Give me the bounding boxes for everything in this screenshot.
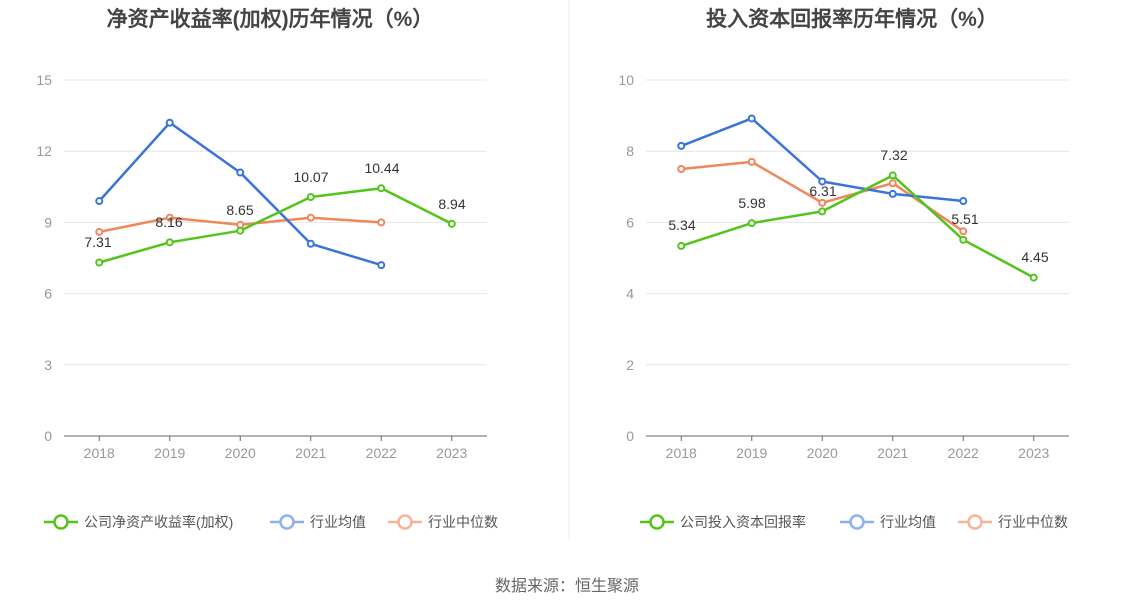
data-point-industry_avg [888,189,897,198]
y-tick-label: 2 [626,357,634,373]
legend-label-industry_median: 行业中位数 [428,514,498,530]
roic-chart-title: 投入资本回报率历年情况（%） [706,7,998,31]
data-point-company [959,235,968,244]
roe-chart: 净资产收益率(加权)历年情况（%） 0 3 6 9 12 15 2018 2019 2020 20… [36,7,498,530]
y-tick-label: 6 [44,286,52,302]
data-point-industry_median [377,218,386,227]
data-label: 7.32 [880,147,907,163]
data-label: 5.34 [668,217,695,233]
legend-label-company: 公司投入资本回报率 [680,514,806,530]
data-point-industry_avg [818,177,827,186]
data-label: 10.44 [364,160,399,176]
data-label: 8.94 [438,196,465,212]
data-point-industry_median [677,165,686,173]
data-point-industry_avg [306,239,315,248]
data-point-industry_avg [959,197,968,206]
data-point-industry_median [95,227,104,236]
data-label: 5.98 [738,195,765,211]
data-point-industry_avg [747,114,756,123]
x-tick-label: 2022 [948,445,979,461]
roic-chart: 投入资本回报率历年情况（%） 0 2 4 6 8 10 2018 2019 2020 2021 20… [618,7,1069,530]
data-label: 7.31 [84,234,111,250]
legend-marker-industry_median [967,514,983,530]
legend-label-company: 公司净资产收益率(加权) [84,514,233,530]
data-label: 10.07 [293,169,328,185]
y-tick-label: 10 [618,72,634,88]
data-point-company [236,226,245,235]
data-point-company [888,171,897,180]
legend-marker-industry_avg [849,514,865,530]
x-tick-label: 2019 [154,445,185,461]
data-point-industry_avg [165,118,174,127]
data-label: 8.16 [155,214,182,230]
y-tick-label: 6 [626,214,634,230]
y-tick-label: 0 [626,428,634,444]
data-point-industry_median [306,213,315,222]
legend-label-industry_avg: 行业均值 [880,514,936,530]
x-tick-label: 2020 [807,445,838,461]
data-point-industry_avg [95,197,104,206]
roe-chart-title: 净资产收益率(加权)历年情况（%） [107,7,434,31]
data-label: 4.45 [1021,249,1048,265]
y-tick-label: 8 [626,143,634,159]
series-line-company [680,174,1035,279]
data-point-company [447,219,456,228]
y-tick-label: 15 [36,72,52,88]
x-tick-label: 2023 [1018,445,1049,461]
data-point-company [377,184,386,193]
legend-marker-company [53,514,69,530]
y-tick-label: 4 [626,286,634,302]
legend-label-industry_avg: 行业均值 [310,514,366,530]
data-point-company [1029,273,1038,282]
x-tick-label: 2022 [366,445,397,461]
data-point-industry_median [165,213,174,222]
data-point-industry_median [747,157,756,166]
x-tick-label: 2021 [295,445,326,461]
data-point-industry_median [818,198,827,207]
x-tick-label: 2019 [736,445,767,461]
data-label: 6.31 [809,183,836,199]
x-tick-label: 2018 [666,445,697,461]
x-tick-label: 2023 [436,445,467,461]
series-line-company [98,186,453,264]
data-label: 8.65 [226,202,253,218]
x-tick-label: 2020 [225,445,256,461]
y-tick-label: 0 [44,428,52,444]
data-point-industry_avg [377,261,386,270]
y-tick-label: 12 [36,143,52,159]
legend-marker-industry_median [397,514,413,530]
data-point-company [818,207,827,216]
x-tick-label: 2018 [84,445,115,461]
data-point-industry_avg [236,168,245,177]
y-tick-label: 3 [44,357,52,373]
data-point-company [747,219,756,228]
legend-marker-company [649,514,665,530]
legend-marker-industry_avg [279,514,295,530]
data-label: 5.51 [951,211,978,227]
data-point-industry_avg [677,141,686,150]
data-point-company [165,238,174,247]
y-tick-label: 9 [44,214,52,230]
data-point-company [306,193,315,202]
x-tick-label: 2021 [877,445,908,461]
data-point-company [677,241,686,250]
data-point-industry_median [888,179,897,188]
data-point-company [95,258,104,267]
data-source-note: 数据来源：恒生聚源 [495,577,639,595]
data-point-industry_median [959,227,968,236]
legend-label-industry_median: 行业中位数 [998,514,1068,530]
